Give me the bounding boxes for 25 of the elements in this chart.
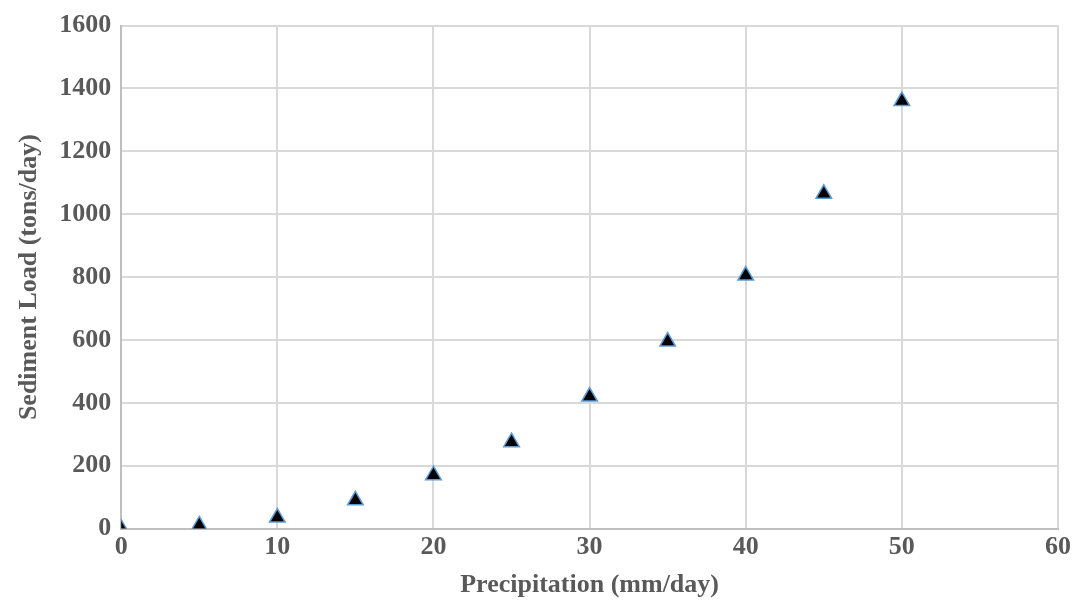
x-tick-label: 40 <box>732 530 759 560</box>
y-tick-label: 1000 <box>59 197 112 227</box>
y-tick-label: 1600 <box>59 9 112 39</box>
point <box>424 465 443 481</box>
y-tick-label: 200 <box>72 449 112 479</box>
x-tick-label: 60 <box>1045 530 1071 560</box>
y-tick-label: 600 <box>72 323 112 353</box>
y-axis-title: Sediment Load (tons/day) <box>13 134 43 421</box>
point <box>581 386 599 402</box>
x-tick-label: 50 <box>888 530 915 560</box>
y-tick-label: 1200 <box>59 135 112 165</box>
x-axis-title: Precipitation (mm/day) <box>460 569 719 599</box>
y-tick-label: 400 <box>72 386 112 416</box>
x-tick-label: 10 <box>264 530 291 560</box>
x-tick-label: 20 <box>420 530 447 560</box>
point <box>346 490 364 506</box>
point <box>502 432 521 448</box>
point <box>268 507 286 523</box>
point <box>737 265 755 281</box>
x-tick-label: 30 <box>576 530 603 560</box>
point <box>659 331 677 347</box>
point <box>893 91 911 107</box>
y-tick-label: 1400 <box>59 72 112 102</box>
point <box>815 184 833 200</box>
y-tick-label: 800 <box>72 260 112 290</box>
